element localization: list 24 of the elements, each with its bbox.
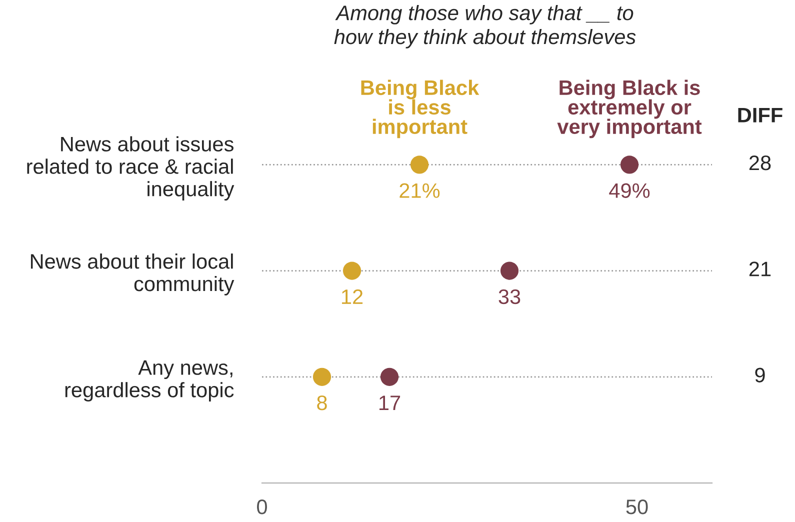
x-tick-label: 50 (626, 500, 648, 514)
point (410, 156, 429, 174)
point (500, 262, 519, 280)
text: 21 (749, 262, 771, 276)
text: Being Black is extremely or very important (557, 80, 702, 138)
data-label: 33 (498, 289, 520, 304)
point (380, 368, 399, 386)
point (312, 368, 332, 386)
point (620, 156, 639, 174)
data-label: 21% (400, 183, 440, 198)
text: DIFF (738, 108, 782, 122)
chart-subtitle: Among those who say that __ to how they think about themsleves (334, 5, 636, 48)
data-label: 8 (317, 395, 327, 410)
text: Being Black is less important (361, 80, 480, 138)
text: 9 (755, 368, 765, 382)
y-tick-label: News about issues related to race & racial inequality (27, 136, 234, 200)
data-label: 12 (342, 289, 363, 304)
y-tick-label: Any news, regardless of topic (65, 360, 234, 402)
data-label: 49% (609, 183, 650, 198)
x-tick-label: 0 (257, 500, 267, 514)
text: 28 (749, 156, 771, 170)
y-tick-label: News about their local community (30, 254, 234, 296)
data-label: 17 (380, 396, 400, 410)
point (342, 262, 362, 280)
